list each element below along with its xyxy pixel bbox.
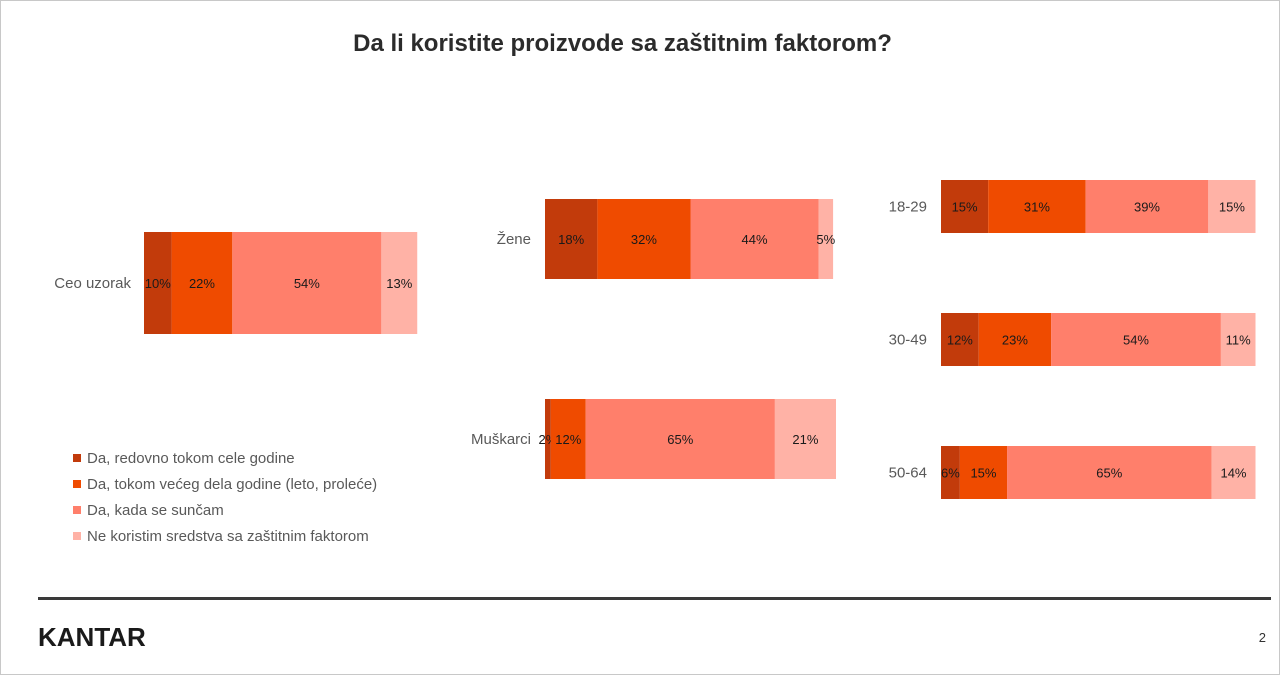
bar-segment (941, 180, 989, 233)
legend-label: Da, kada se sunčam (87, 501, 224, 519)
legend-swatch (73, 454, 81, 462)
legend-swatch (73, 480, 81, 488)
data-label: 21% (792, 432, 818, 447)
bar-segment (818, 199, 834, 279)
data-label: 10% (145, 276, 171, 291)
legend-item: Da, tokom većeg dela godine (leto, prole… (73, 471, 377, 497)
data-label: 31% (1024, 200, 1050, 215)
legend-swatch (73, 506, 81, 514)
data-label: 14% (1220, 466, 1246, 481)
legend-item: Da, redovno tokom cele godine (73, 445, 377, 471)
bar-segment (550, 399, 586, 479)
bar-segment (1051, 313, 1221, 366)
data-label: 12% (947, 333, 973, 348)
data-label: 18% (558, 232, 584, 247)
bar-segment (1007, 446, 1212, 499)
bar-segment (774, 399, 836, 479)
bar-segment (1220, 313, 1256, 366)
legend-label: Da, tokom većeg dela godine (leto, prole… (87, 475, 378, 493)
data-label: 15% (952, 200, 978, 215)
data-label: 44% (742, 232, 768, 247)
data-label: 22% (189, 276, 215, 291)
bar-segment (978, 313, 1052, 366)
bar-segment (1211, 446, 1256, 499)
page-number: 2 (1258, 630, 1266, 645)
data-label: 65% (1096, 466, 1122, 481)
data-label: 5% (816, 232, 835, 247)
category-label: Žene (497, 231, 531, 248)
bar-segment (941, 313, 979, 366)
legend-swatch (73, 532, 81, 540)
legend-label: Ne koristim sredstva sa zaštitnim faktor… (87, 527, 369, 545)
bar-segment (545, 199, 598, 279)
bar-segment (690, 199, 819, 279)
kantar-logo: KANTAR (38, 622, 146, 652)
data-label: 32% (631, 232, 657, 247)
chart-title: Da li koristite proizvode sa zaštitnim f… (353, 30, 892, 57)
bar-segment (1208, 180, 1256, 233)
bar-segment (381, 232, 418, 334)
bar-segment (232, 232, 382, 334)
legend-label: Da, redovno tokom cele godine (87, 449, 295, 467)
bar-segment (941, 446, 960, 499)
category-label: Muškarci (471, 431, 531, 448)
bar-segment (597, 199, 691, 279)
data-label: 11% (1226, 333, 1251, 348)
bar-segment (171, 232, 233, 334)
data-label: 39% (1134, 200, 1160, 215)
legend: Da, redovno tokom cele godine Da, tokom … (73, 445, 377, 549)
bar-segment (545, 399, 551, 479)
data-label: 15% (1219, 200, 1245, 215)
category-label: 30-49 (889, 332, 927, 349)
data-label: 15% (970, 466, 996, 481)
data-label: 54% (294, 276, 320, 291)
data-label: 12% (555, 432, 581, 447)
bar-segment (959, 446, 1008, 499)
data-label: 13% (386, 276, 412, 291)
footer-divider (38, 597, 1271, 600)
category-label: Ceo uzorak (54, 275, 131, 292)
data-label: 6% (941, 466, 960, 481)
category-label: 50-64 (889, 465, 927, 482)
data-label: 54% (1123, 333, 1149, 348)
bar-segment (988, 180, 1086, 233)
data-label: 65% (667, 432, 693, 447)
data-label: 23% (1002, 333, 1028, 348)
bar-segment (144, 232, 172, 334)
bar-segment (1085, 180, 1209, 233)
legend-item: Da, kada se sunčam (73, 497, 377, 523)
category-label: 18-29 (889, 199, 927, 216)
legend-item: Ne koristim sredstva sa zaštitnim faktor… (73, 523, 377, 549)
bar-segment (585, 399, 775, 479)
